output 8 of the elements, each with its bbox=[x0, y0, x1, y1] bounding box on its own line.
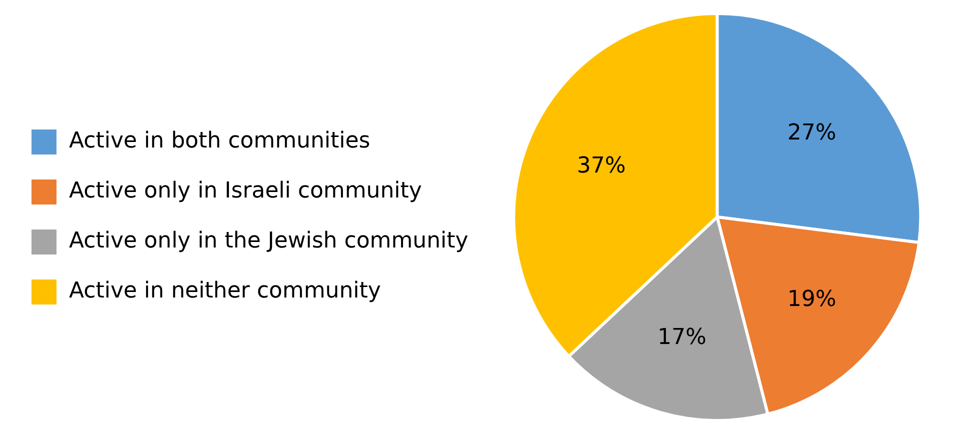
legend-label: Active in neither community bbox=[69, 278, 381, 304]
data-label: 17% bbox=[658, 324, 706, 350]
data-label: 37% bbox=[576, 154, 626, 179]
legend-label: Active only in Israeli community bbox=[69, 178, 422, 204]
data-label: 19% bbox=[787, 287, 836, 312]
legend-label: Active in both communities bbox=[69, 128, 370, 154]
legend-label: Active only in the Jewish community bbox=[69, 228, 468, 254]
data-label: 27% bbox=[787, 120, 836, 146]
